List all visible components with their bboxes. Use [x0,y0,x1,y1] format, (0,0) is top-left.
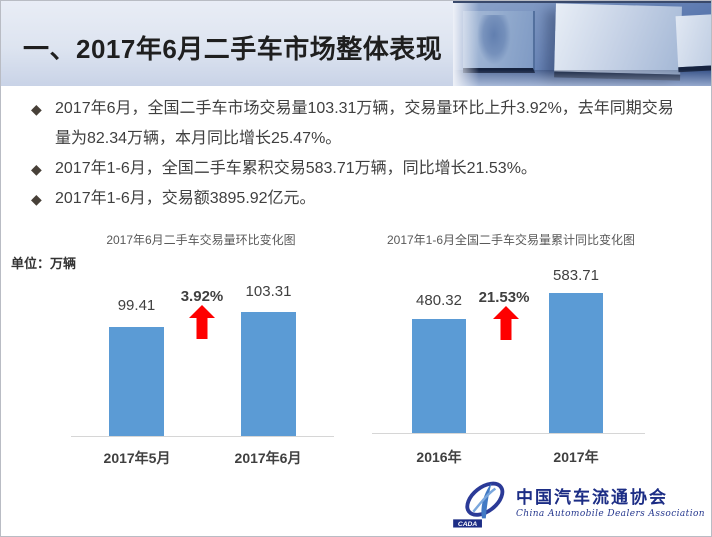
cada-logo: CADA 中国汽车流通协会 China Automobile Dealers A… [452,480,705,528]
bar [109,327,164,436]
decor-fade [453,3,479,86]
slide-header: 一、2017年6月二手车市场整体表现 [1,1,711,86]
value-label: 103.31 [245,283,292,300]
bullet-item: ◆ 2017年1-6月，全国二手车累积交易583.71万辆，同比增长21.53%… [31,154,681,184]
unit-label: 单位：万辆 [11,256,77,271]
diamond-bullet-icon: ◆ [31,191,42,207]
chart-title: 2017年1-6月全国二手车交易量累计同比变化图 [386,233,636,247]
bullet-text: 2017年6月，全国二手车市场交易量103.31万辆，交易量环比上升3.92%，… [55,100,674,147]
chart-title: 2017年6月二手车交易量环比变化图 [106,233,296,247]
up-arrow-icon [189,305,215,339]
x-axis-label: 2017年6月 [234,450,302,466]
chart-mom: 2017年6月二手车交易量环比变化图 99.41 103.31 3.92% 20… [56,229,346,475]
x-axis-label: 2016年 [416,449,462,465]
bar [412,319,466,433]
header-cubes-art [453,1,711,86]
logo-name-en: China Automobile Dealers Association [515,509,705,520]
bullet-item: ◆ 2017年1-6月，交易额3895.92亿元。 [31,184,681,214]
x-axis-label: 2017年5月 [103,450,171,466]
bar [549,293,603,433]
value-label: 480.32 [416,292,462,309]
cada-acronym: CADA [458,521,478,528]
value-label: 583.71 [553,267,599,284]
decor-cube-icon [675,13,711,73]
logo-text: 中国汽车流通协会 China Automobile Dealers Associ… [515,487,705,520]
x-axis [372,433,645,434]
x-axis-label: 2017年 [553,449,599,465]
chart-yoy: 2017年1-6月全国二手车交易量累计同比变化图 480.32 583.71 2… [361,229,661,475]
diamond-bullet-icon: ◆ [31,161,42,177]
bullet-list: ◆ 2017年6月，全国二手车市场交易量103.31万辆，交易量环比上升3.92… [31,94,681,214]
diamond-bullet-icon: ◆ [31,101,42,117]
cada-emblem-icon: CADA [453,481,505,528]
bullet-text: 2017年1-6月，全国二手车累积交易583.71万辆，同比增长21.53%。 [55,160,537,177]
bullet-item: ◆ 2017年6月，全国二手车市场交易量103.31万辆，交易量环比上升3.92… [31,94,681,154]
bullet-text: 2017年1-6月，交易额3895.92亿元。 [55,190,316,207]
up-arrow-icon [493,306,519,340]
page-title: 一、2017年6月二手车市场整体表现 [23,34,443,64]
decor-floor [453,70,711,86]
value-label: 99.41 [117,297,156,314]
growth-label: 21.53% [478,289,530,306]
logo-name-zh: 中国汽车流通协会 [515,487,668,508]
growth-label: 3.92% [180,288,224,305]
bar [241,312,296,436]
x-axis [71,436,334,437]
